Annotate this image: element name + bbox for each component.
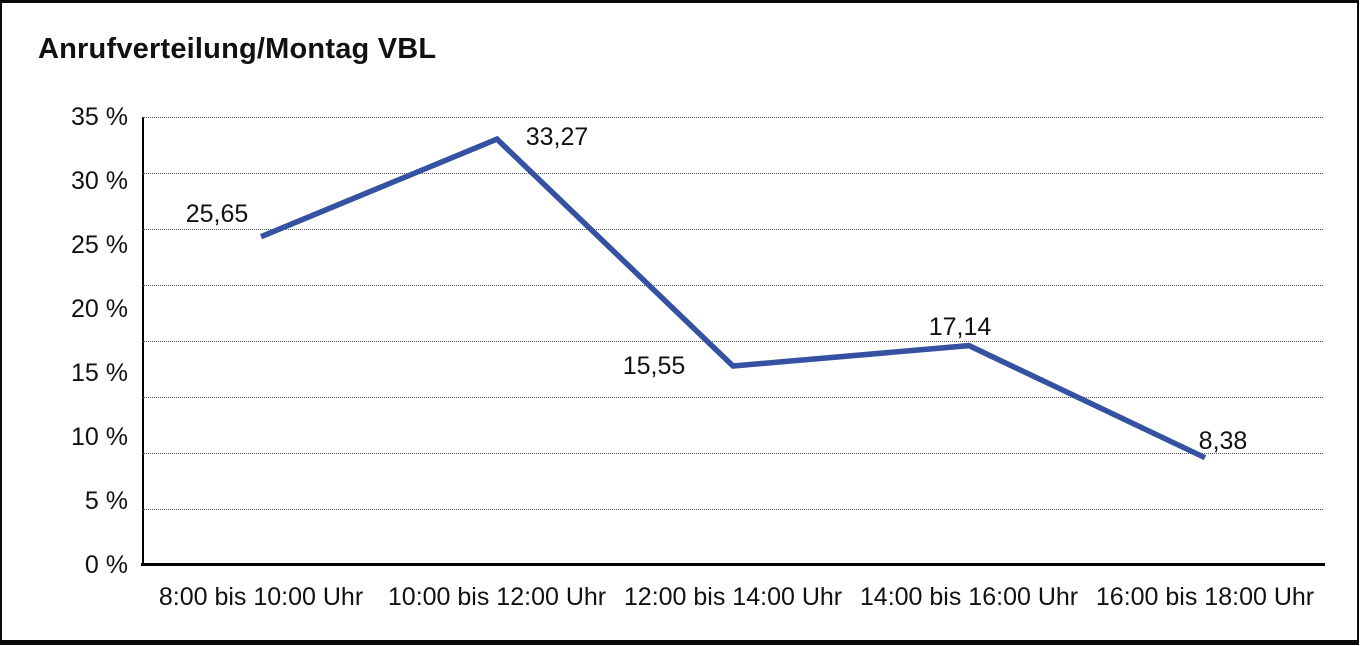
data-line-layer bbox=[259, 135, 1207, 461]
x-axis-category-label: 12:00 bis 14:00 Uhr bbox=[623, 583, 843, 611]
x-axis-category-label: 10:00 bis 12:00 Uhr bbox=[387, 583, 607, 611]
gridline bbox=[143, 173, 1323, 174]
gridline bbox=[143, 117, 1323, 118]
data-point-value-label: 17,14 bbox=[928, 312, 992, 341]
y-axis-tick-label: 5 % bbox=[84, 487, 128, 515]
gridline bbox=[143, 285, 1323, 286]
x-axis-category-label: 14:00 bis 16:00 Uhr bbox=[859, 583, 1079, 611]
gridline bbox=[143, 229, 1323, 230]
y-axis-tick-label: 25 % bbox=[71, 231, 128, 259]
data-point-value-label: 33,27 bbox=[525, 123, 589, 152]
x-axis-line bbox=[141, 563, 1325, 566]
data-point-value-label: 8,38 bbox=[1198, 426, 1248, 455]
data-point-value-label: 25,65 bbox=[185, 199, 249, 228]
y-axis-tick-label: 30 % bbox=[71, 167, 128, 195]
gridline bbox=[143, 341, 1323, 342]
gridline bbox=[143, 453, 1323, 454]
y-axis-tick-label: 20 % bbox=[71, 295, 128, 323]
x-axis-category-label: 8:00 bis 10:00 Uhr bbox=[158, 583, 364, 611]
plot-area: 25,65 33,27 15,55 17,14 8,38 bbox=[143, 117, 1323, 565]
gridline bbox=[143, 509, 1323, 510]
x-axis-category-label: 16:00 bis 18:00 Uhr bbox=[1095, 583, 1315, 611]
chart-title: Anrufverteilung/Montag VBL bbox=[38, 33, 437, 65]
gridline bbox=[143, 397, 1323, 398]
data-point-value-label: 15,55 bbox=[622, 351, 686, 380]
y-axis-tick-label: 0 % bbox=[84, 551, 128, 579]
y-axis-tick-label: 15 % bbox=[71, 359, 128, 387]
series-line bbox=[259, 135, 1207, 461]
y-axis-tick-label: 35 % bbox=[71, 103, 128, 131]
y-axis-tick-label: 10 % bbox=[71, 423, 128, 451]
